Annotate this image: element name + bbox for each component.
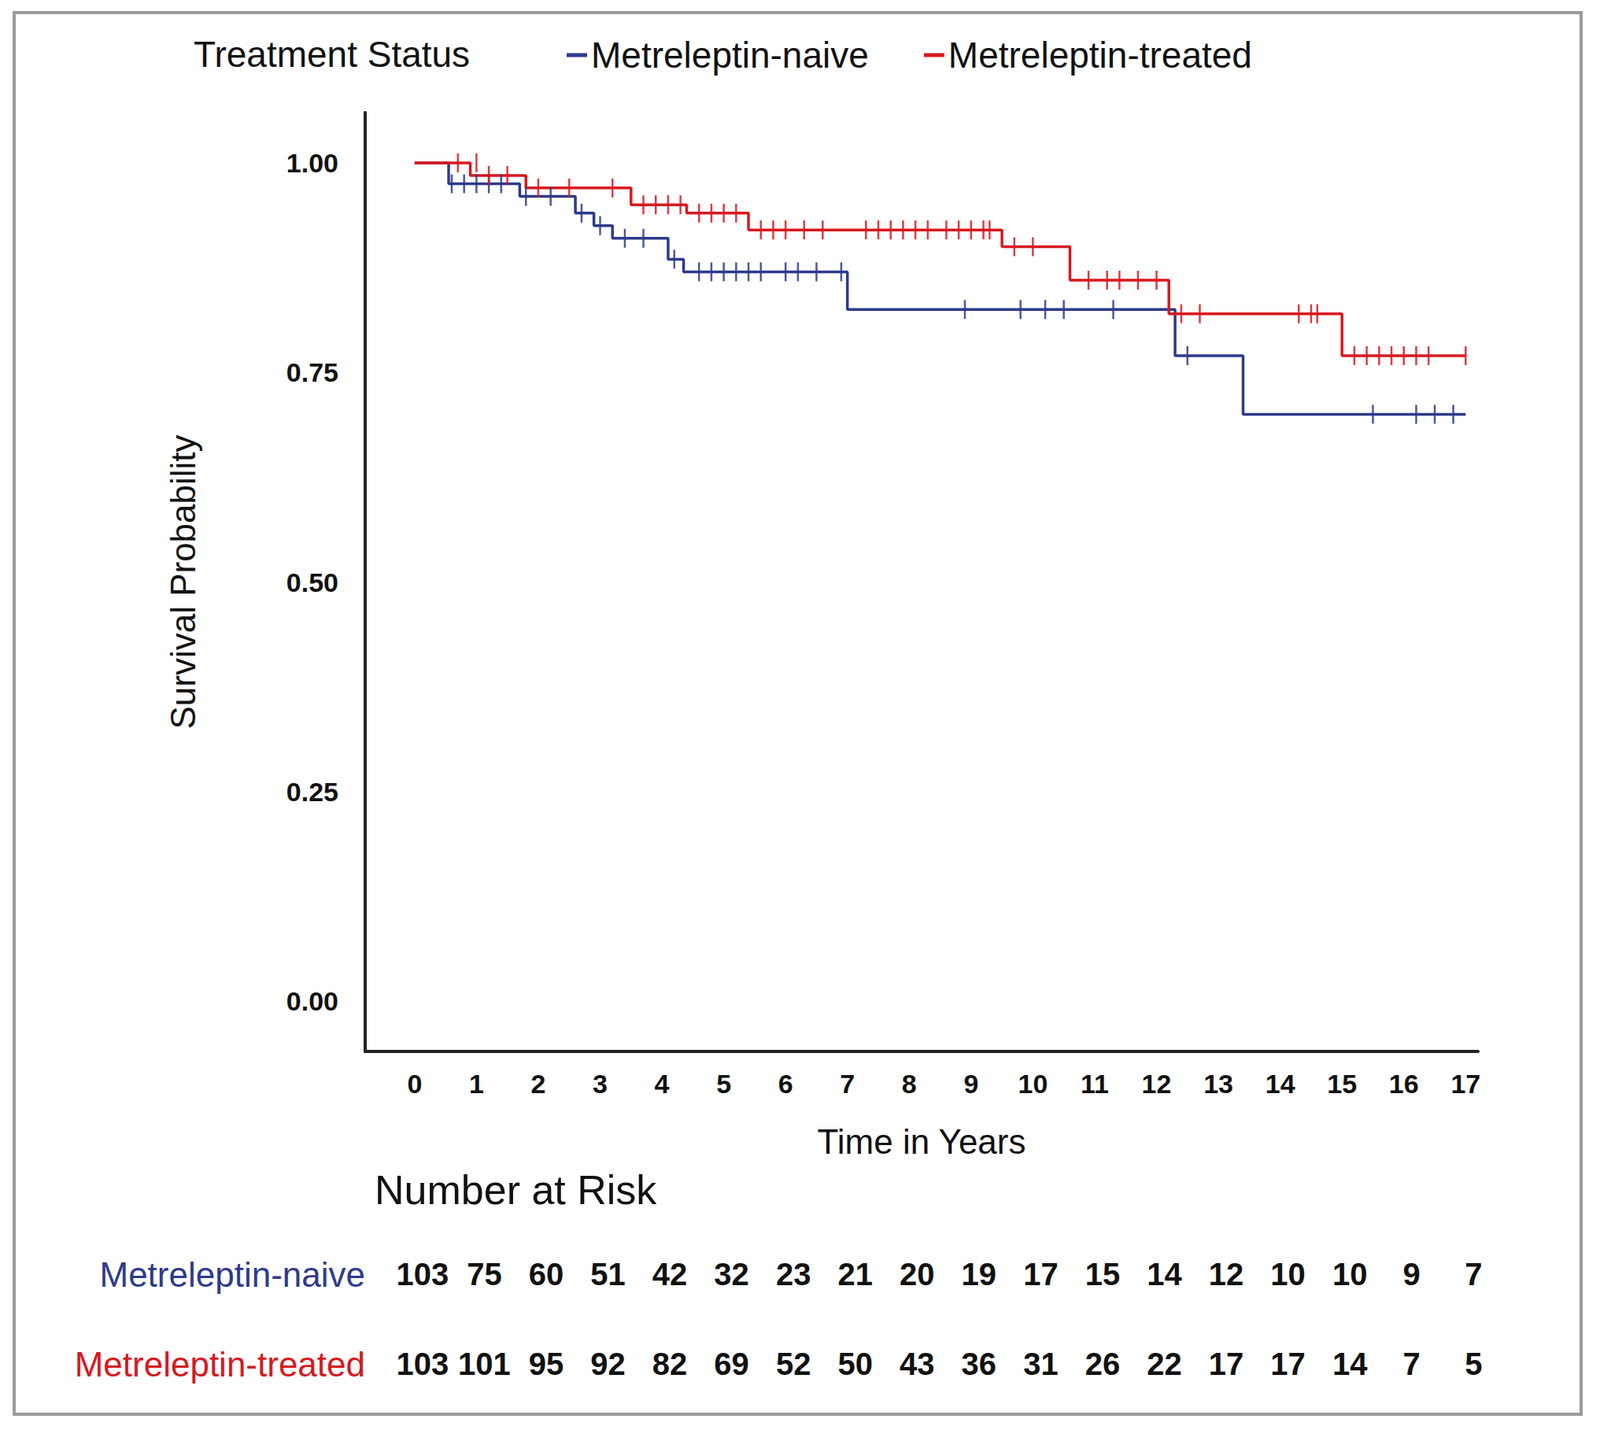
svg-text:14: 14 bbox=[1146, 1256, 1183, 1292]
svg-text:6: 6 bbox=[778, 1068, 794, 1099]
svg-text:4: 4 bbox=[654, 1068, 670, 1099]
svg-text:82: 82 bbox=[652, 1346, 688, 1382]
svg-text:69: 69 bbox=[713, 1346, 750, 1382]
svg-text:1.00: 1.00 bbox=[286, 147, 339, 178]
svg-text:22: 22 bbox=[1146, 1346, 1183, 1382]
svg-text:11: 11 bbox=[1080, 1068, 1109, 1099]
svg-text:10: 10 bbox=[1017, 1068, 1048, 1099]
svg-text:0.75: 0.75 bbox=[286, 357, 339, 388]
svg-text:43: 43 bbox=[899, 1346, 935, 1382]
svg-text:9: 9 bbox=[963, 1068, 979, 1099]
svg-text:31: 31 bbox=[1023, 1346, 1059, 1382]
svg-text:7: 7 bbox=[1464, 1256, 1482, 1292]
svg-text:13: 13 bbox=[1203, 1068, 1234, 1099]
svg-text:103: 103 bbox=[395, 1256, 449, 1292]
svg-text:5: 5 bbox=[716, 1068, 732, 1099]
svg-text:Metreleptin-naive: Metreleptin-naive bbox=[99, 1255, 366, 1294]
svg-text:15: 15 bbox=[1085, 1256, 1121, 1292]
svg-text:95: 95 bbox=[528, 1346, 565, 1382]
svg-text:Metreleptin-treated: Metreleptin-treated bbox=[948, 34, 1253, 76]
svg-text:17: 17 bbox=[1450, 1068, 1481, 1099]
svg-text:Number at Risk: Number at Risk bbox=[374, 1167, 658, 1213]
svg-text:17: 17 bbox=[1270, 1346, 1306, 1382]
svg-text:3: 3 bbox=[592, 1068, 608, 1099]
svg-text:23: 23 bbox=[775, 1256, 811, 1292]
svg-text:Metreleptin-treated: Metreleptin-treated bbox=[74, 1345, 366, 1384]
svg-text:50: 50 bbox=[837, 1346, 873, 1382]
svg-text:75: 75 bbox=[466, 1256, 503, 1292]
svg-text:0.25: 0.25 bbox=[286, 776, 339, 807]
svg-text:9: 9 bbox=[1403, 1256, 1421, 1292]
svg-text:1: 1 bbox=[469, 1068, 485, 1099]
svg-text:Treatment Status: Treatment Status bbox=[193, 33, 470, 75]
svg-text:15: 15 bbox=[1326, 1068, 1357, 1099]
svg-text:14: 14 bbox=[1332, 1346, 1368, 1382]
svg-text:2: 2 bbox=[530, 1068, 546, 1099]
svg-text:7: 7 bbox=[1403, 1346, 1421, 1382]
svg-text:20: 20 bbox=[899, 1256, 935, 1292]
svg-text:92: 92 bbox=[590, 1346, 626, 1382]
svg-text:101: 101 bbox=[458, 1346, 511, 1382]
svg-text:Time in Years: Time in Years bbox=[817, 1122, 1027, 1161]
svg-text:0.50: 0.50 bbox=[286, 567, 339, 598]
svg-text:0.00: 0.00 bbox=[286, 986, 339, 1017]
svg-text:21: 21 bbox=[837, 1256, 873, 1292]
svg-text:51: 51 bbox=[590, 1256, 626, 1292]
svg-text:52: 52 bbox=[775, 1346, 811, 1382]
svg-text:Metreleptin-naive: Metreleptin-naive bbox=[591, 34, 869, 76]
svg-text:103: 103 bbox=[395, 1346, 449, 1382]
svg-text:10: 10 bbox=[1270, 1256, 1306, 1292]
svg-text:5: 5 bbox=[1464, 1346, 1482, 1382]
svg-text:17: 17 bbox=[1208, 1346, 1245, 1382]
svg-text:42: 42 bbox=[652, 1256, 688, 1292]
svg-text:8: 8 bbox=[901, 1068, 917, 1099]
svg-text:26: 26 bbox=[1085, 1346, 1121, 1382]
svg-text:10: 10 bbox=[1332, 1256, 1368, 1292]
svg-text:32: 32 bbox=[713, 1256, 750, 1292]
svg-text:16: 16 bbox=[1389, 1068, 1419, 1099]
svg-text:12: 12 bbox=[1208, 1256, 1245, 1292]
svg-text:12: 12 bbox=[1141, 1068, 1172, 1099]
svg-text:36: 36 bbox=[961, 1346, 998, 1382]
svg-text:7: 7 bbox=[839, 1068, 855, 1099]
svg-text:Survival Probability: Survival Probability bbox=[163, 434, 203, 729]
svg-text:17: 17 bbox=[1023, 1256, 1059, 1292]
svg-text:19: 19 bbox=[961, 1256, 998, 1292]
svg-text:14: 14 bbox=[1265, 1068, 1296, 1099]
svg-text:60: 60 bbox=[528, 1256, 565, 1292]
svg-text:0: 0 bbox=[406, 1068, 422, 1099]
